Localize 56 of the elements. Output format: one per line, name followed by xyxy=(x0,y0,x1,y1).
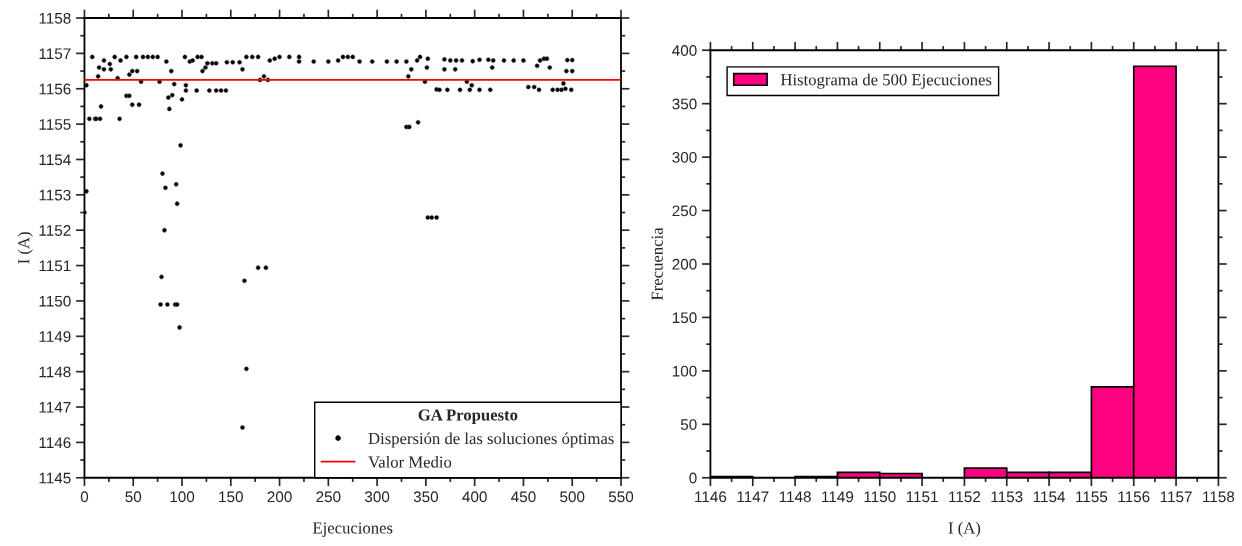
y-tick-label: 1151 xyxy=(39,260,71,272)
y-tick-label: 50 xyxy=(680,419,697,430)
x-tick-label: 350 xyxy=(413,491,439,503)
x-tick-label: 1158 xyxy=(1203,491,1235,503)
y-tick-label: 100 xyxy=(672,365,697,377)
y-tick-label: 200 xyxy=(672,258,697,270)
x-tick-label: 300 xyxy=(364,491,390,503)
y-tick-label: 1157 xyxy=(39,48,71,60)
x-tick-label: 100 xyxy=(170,491,195,503)
x-tick-label: 1154 xyxy=(1033,491,1066,503)
y-tick-label: 250 xyxy=(672,205,697,217)
x-tick-label: 1148 xyxy=(779,491,811,503)
x-tick-label: 1151 xyxy=(906,491,938,503)
y-tick-label: 1149 xyxy=(39,331,71,342)
y-tick-label: 150 xyxy=(672,312,697,324)
x-axis-title: I (A) xyxy=(948,521,981,537)
x-tick-label: 50 xyxy=(125,491,142,503)
x-tick-label: 1147 xyxy=(737,491,769,503)
x-tick-label: 1146 xyxy=(695,491,727,503)
x-tick-label: 150 xyxy=(219,491,243,503)
y-tick-label: 1154 xyxy=(39,154,71,166)
x-tick-label: 1153 xyxy=(991,491,1023,503)
y-tick-label: 1145 xyxy=(39,472,71,484)
y-axis-title: I (A) xyxy=(17,232,33,264)
x-tick-label: 1149 xyxy=(822,491,854,503)
y-tick-label: 1152 xyxy=(39,225,71,236)
y-tick-label: 1147 xyxy=(39,402,71,413)
y-tick-label: 1156 xyxy=(39,83,71,95)
x-tick-label: 1152 xyxy=(949,491,981,503)
x-tick-label: 1155 xyxy=(1076,491,1108,503)
legend-title: GA Propuesto xyxy=(418,409,518,424)
x-tick-label: 1150 xyxy=(864,491,896,503)
y-axis-title: Frecuencia xyxy=(651,227,663,301)
y-tick-label: 1158 xyxy=(39,12,71,24)
x-tick-label: 250 xyxy=(316,491,341,503)
x-tick-label: 500 xyxy=(560,491,585,503)
y-tick-label: 1150 xyxy=(39,295,71,307)
legend-label: Valor Medio xyxy=(368,455,452,468)
y-tick-label: 350 xyxy=(672,98,697,110)
legend-label: Dispersión de las soluciones óptimas xyxy=(368,432,614,448)
legend-label: Histograma de 500 Ejecuciones xyxy=(780,73,992,89)
x-tick-label: 550 xyxy=(608,491,634,503)
y-tick-label: 1146 xyxy=(39,437,71,449)
x-tick-label: 0 xyxy=(80,491,89,503)
y-tick-label: 400 xyxy=(672,45,697,56)
x-tick-label: 200 xyxy=(267,491,292,503)
x-tick-label: 400 xyxy=(462,491,487,503)
x-axis-title: Ejecuciones xyxy=(312,522,393,537)
y-tick-label: 1155 xyxy=(39,119,71,130)
y-tick-label: 1153 xyxy=(39,189,71,201)
y-tick-label: 1148 xyxy=(39,366,71,378)
x-tick-label: 1156 xyxy=(1118,491,1150,503)
y-tick-label: 0 xyxy=(689,472,697,484)
x-tick-label: 1157 xyxy=(1160,491,1192,503)
x-tick-label: 450 xyxy=(511,491,536,503)
y-tick-label: 300 xyxy=(672,151,697,163)
